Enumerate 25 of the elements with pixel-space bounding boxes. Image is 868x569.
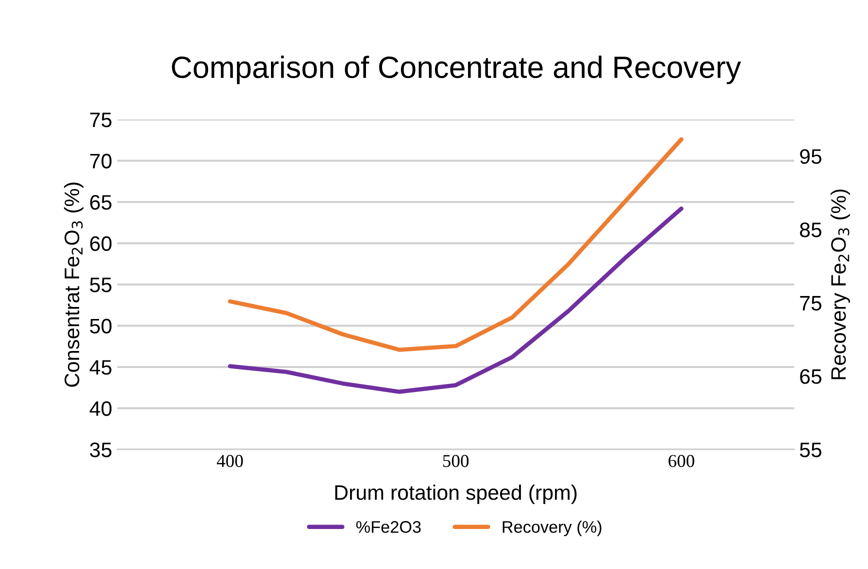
y2-tick-label: 65: [800, 369, 822, 384]
y2-tick-label: 95: [800, 149, 822, 164]
y-tick-label: 40: [90, 401, 112, 416]
line-series: [228, 206, 684, 394]
chart-title: Comparison of Concentrate and Recovery: [172, 56, 741, 84]
x-tick-label: 600: [668, 454, 694, 468]
legend-label: Recovery (%): [502, 520, 602, 536]
y-tick-label: 75: [90, 112, 112, 128]
y-tick-label: 65: [90, 194, 112, 210]
line-series: [228, 137, 684, 352]
y-tick-label: 60: [90, 236, 112, 251]
y2-tick-label: 75: [800, 296, 822, 311]
y-tick-label: 70: [90, 154, 112, 168]
y2-tick-label: 55: [800, 442, 822, 458]
y-tick-label: 55: [90, 278, 112, 292]
x-tick-label: 400: [216, 454, 243, 468]
x-tick-label: 500: [443, 454, 469, 468]
legend-label: %Fe2O3: [356, 521, 421, 533]
y-tick-label: 35: [90, 442, 112, 458]
y2-axis-title: Recovery Fe$_{2}$O$_{3}$ (%): [830, 190, 850, 380]
y-tick-label: 50: [90, 318, 112, 334]
y2-tick-label: 85: [800, 222, 822, 238]
x-axis-title: Drum rotation speed (rpm): [335, 484, 577, 504]
y-tick-label: 45: [90, 360, 112, 375]
y-axis-title: Consentrat Fe$_{2}$O$_{3}$ (%): [64, 182, 84, 387]
